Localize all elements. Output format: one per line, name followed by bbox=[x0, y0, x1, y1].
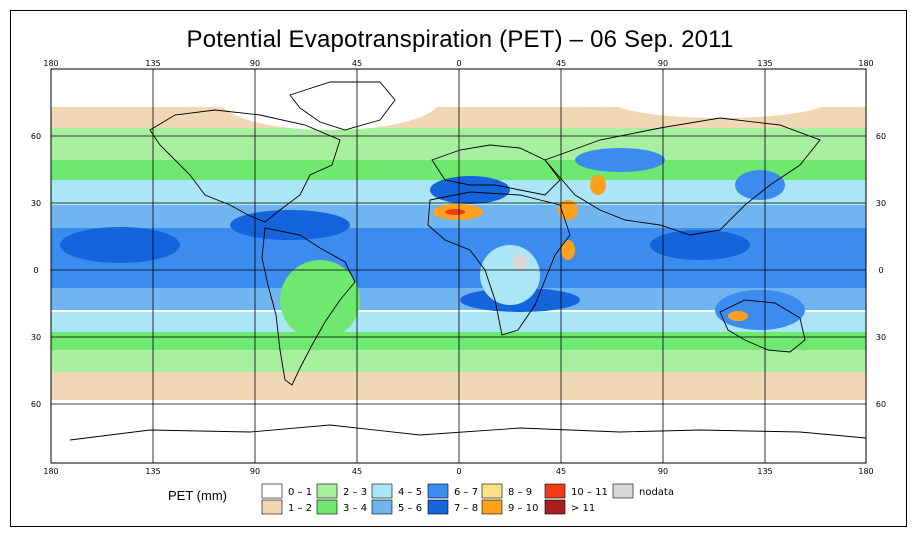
lat-tick-left: 30 bbox=[31, 199, 41, 208]
legend-swatch bbox=[612, 483, 634, 499]
lon-tick-bottom: 90 bbox=[658, 467, 668, 476]
lon-tick-top: 90 bbox=[250, 59, 260, 68]
legend-label: nodata bbox=[639, 487, 674, 498]
legend-swatch bbox=[371, 499, 393, 515]
lat-tick-right: 60 bbox=[876, 400, 886, 409]
lon-tick-top: 180 bbox=[858, 59, 873, 68]
legend-label: 9 – 10 bbox=[508, 503, 538, 514]
lat-tick-left: 60 bbox=[31, 400, 41, 409]
lon-tick-top: 0 bbox=[456, 59, 461, 68]
lat-tick-right: 30 bbox=[876, 333, 886, 342]
legend-swatch bbox=[316, 499, 338, 515]
map-border bbox=[50, 68, 867, 464]
pet-field bbox=[51, 69, 866, 463]
legend-label: 3 – 4 bbox=[343, 503, 367, 514]
lat-tick-right: 0 bbox=[878, 266, 883, 275]
lon-tick-top: 135 bbox=[145, 59, 160, 68]
lon-tick-top: 180 bbox=[43, 59, 58, 68]
lon-tick-top: 45 bbox=[352, 59, 362, 68]
legend-swatch bbox=[544, 499, 566, 515]
lat-tick-left: 30 bbox=[31, 333, 41, 342]
lon-tick-bottom: 180 bbox=[43, 467, 58, 476]
legend-swatch bbox=[261, 483, 283, 499]
lon-tick-top: 135 bbox=[757, 59, 772, 68]
lat-ticks-right: 60 30 0 30 60 bbox=[876, 132, 886, 409]
legend-swatch bbox=[427, 499, 449, 515]
legend-swatch bbox=[481, 483, 503, 499]
lon-ticks-bottom: 180 135 90 45 0 45 90 135 180 bbox=[43, 467, 873, 476]
legend-label: 7 – 8 bbox=[454, 503, 478, 514]
lon-tick-bottom: 0 bbox=[456, 467, 461, 476]
lat-tick-left: 0 bbox=[33, 266, 38, 275]
legend-label: 5 – 6 bbox=[398, 503, 422, 514]
coastlines bbox=[69, 81, 866, 441]
legend-swatch bbox=[481, 499, 503, 515]
lon-tick-top: 45 bbox=[556, 59, 566, 68]
lon-tick-bottom: 135 bbox=[757, 467, 772, 476]
lat-tick-right: 60 bbox=[876, 132, 886, 141]
lat-tick-right: 30 bbox=[876, 199, 886, 208]
legend-label: > 11 bbox=[571, 503, 595, 514]
legend-title: PET (mm) bbox=[168, 488, 227, 503]
lon-tick-bottom: 180 bbox=[858, 467, 873, 476]
legend-label: 4 – 5 bbox=[398, 487, 422, 498]
lon-tick-bottom: 45 bbox=[352, 467, 362, 476]
lat-ticks-left: 60 30 0 30 60 bbox=[31, 132, 41, 409]
legend-swatch bbox=[427, 483, 449, 499]
legend-label: 10 – 11 bbox=[571, 487, 608, 498]
legend-label: 2 – 3 bbox=[343, 487, 367, 498]
legend-items: 0 – 1 1 – 2 2 – 3 3 – 4 4 – 5 5 – 6 6 – 7 7 – 8… bbox=[261, 483, 674, 515]
map-title: Potential Evapotranspiration (PET) – 06 … bbox=[186, 26, 734, 53]
legend-swatch bbox=[544, 483, 566, 499]
legend-label: 0 – 1 bbox=[288, 487, 312, 498]
legend-label: 8 – 9 bbox=[508, 487, 532, 498]
lon-tick-bottom: 135 bbox=[145, 467, 160, 476]
lon-ticks-top: 180 135 90 45 0 45 90 135 180 bbox=[43, 59, 873, 68]
legend-label: 1 – 2 bbox=[288, 503, 312, 514]
legend-label: 6 – 7 bbox=[454, 487, 478, 498]
legend-swatch bbox=[261, 499, 283, 515]
lon-tick-bottom: 90 bbox=[250, 467, 260, 476]
legend-swatch bbox=[316, 483, 338, 499]
graticule bbox=[51, 69, 866, 463]
legend-swatch bbox=[371, 483, 393, 499]
lon-tick-top: 90 bbox=[658, 59, 668, 68]
lat-tick-left: 60 bbox=[31, 132, 41, 141]
lon-tick-bottom: 45 bbox=[556, 467, 566, 476]
